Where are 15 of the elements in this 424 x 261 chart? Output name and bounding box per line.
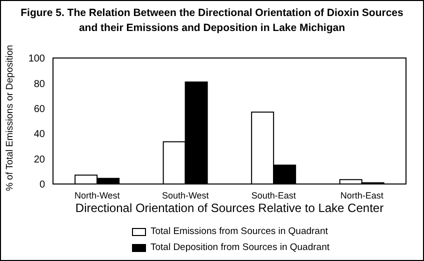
- y-tick-label: 20: [34, 154, 46, 166]
- y-axis-title: % of Total Emissions or Deposition: [4, 44, 16, 192]
- legend-label: Total Emissions from Sources in Quadrant: [150, 225, 328, 239]
- y-tick-label: 80: [34, 78, 46, 90]
- y-tick-label: 100: [28, 54, 46, 65]
- x-tick-label: North-East: [340, 190, 384, 200]
- y-tick-label: 0: [39, 180, 46, 191]
- y-tick-label: 40: [34, 129, 46, 140]
- x-tick-label: North-West: [74, 190, 120, 200]
- x-tick-label: South-West: [162, 190, 210, 200]
- x-tick-label: South-East: [251, 190, 296, 200]
- y-tick-label: 60: [34, 104, 46, 115]
- chart-title: Figure 5. The Relation Between the Directional Orientation of Dioxin Sources and their Emissions and Deposition in Lake Michigan: [20, 6, 404, 36]
- legend-label: Total Deposition from Sources in Quadrant: [150, 241, 330, 255]
- x-axis-title: Directional Orientation of Sources Relative to Lake Center: [75, 201, 384, 215]
